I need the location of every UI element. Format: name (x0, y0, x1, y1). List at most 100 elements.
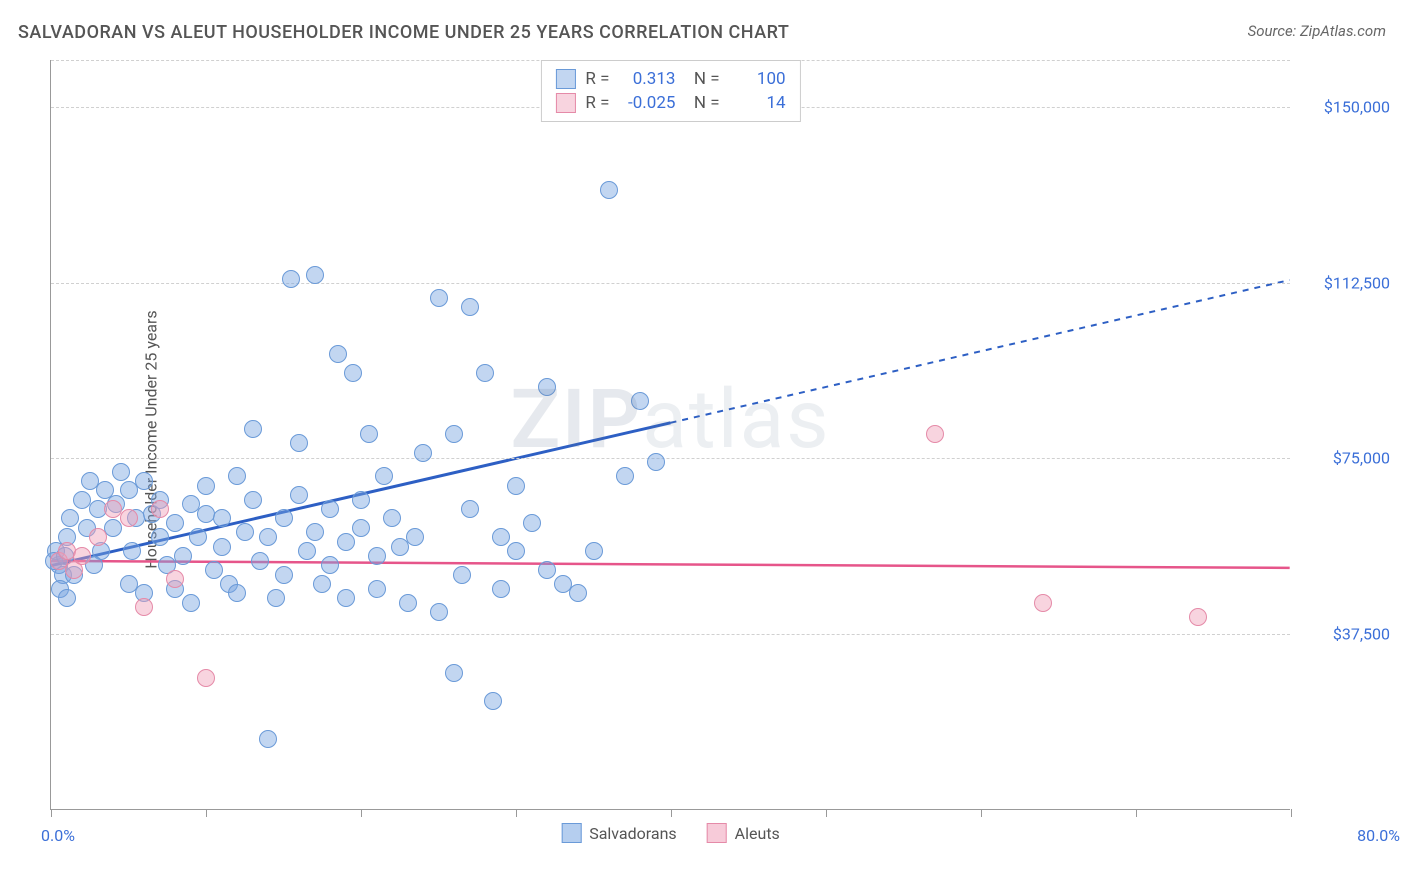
y-tick-label: $150,000 (1300, 97, 1390, 116)
trend-lines (51, 60, 1290, 809)
y-tick-label: $37,500 (1300, 625, 1390, 644)
data-point (290, 486, 308, 504)
data-point (329, 345, 347, 363)
data-point (174, 547, 192, 565)
data-point (383, 509, 401, 527)
data-point (306, 266, 324, 284)
data-point (197, 477, 215, 495)
source-label: Source: ZipAtlas.com (1248, 22, 1386, 40)
data-point (337, 533, 355, 551)
data-point (352, 491, 370, 509)
legend-r-label: R = (585, 69, 609, 89)
data-point (430, 289, 448, 307)
data-point (89, 528, 107, 546)
data-point (321, 500, 339, 518)
data-point (453, 566, 471, 584)
data-point (337, 589, 355, 607)
x-tick (981, 809, 982, 817)
data-point (368, 547, 386, 565)
x-tick (1136, 809, 1137, 817)
data-point (926, 425, 944, 443)
data-point (151, 528, 169, 546)
data-point (585, 542, 603, 560)
data-point (244, 420, 262, 438)
data-point (244, 491, 262, 509)
chart-title: SALVADORAN VS ALEUT HOUSEHOLDER INCOME U… (18, 22, 789, 43)
data-point (360, 425, 378, 443)
data-point (123, 542, 141, 560)
y-tick-label: $75,000 (1300, 449, 1390, 468)
x-tick (1291, 809, 1292, 817)
data-point (267, 589, 285, 607)
legend-stat-row: R =0.313 N =100 (555, 67, 785, 91)
gridline (51, 458, 1290, 459)
legend-series-item: Aleuts (707, 823, 780, 843)
chart-container: SALVADORAN VS ALEUT HOUSEHOLDER INCOME U… (0, 0, 1406, 892)
gridline (51, 283, 1290, 284)
watermark: ZIPatlas (510, 372, 830, 468)
data-point (647, 453, 665, 471)
data-point (538, 561, 556, 579)
data-point (58, 589, 76, 607)
data-point (616, 467, 634, 485)
legend-series-item: Salvadorans (561, 823, 676, 843)
data-point (461, 500, 479, 518)
data-point (135, 598, 153, 616)
legend-r-label: R = (585, 93, 609, 113)
data-point (135, 472, 153, 490)
trendline-solid (51, 561, 1289, 568)
legend-swatch (561, 823, 581, 843)
data-point (151, 500, 169, 518)
data-point (445, 425, 463, 443)
data-point (344, 364, 362, 382)
x-tick (361, 809, 362, 817)
data-point (1034, 594, 1052, 612)
data-point (61, 509, 79, 527)
data-point (213, 509, 231, 527)
data-point (228, 467, 246, 485)
data-point (484, 692, 502, 710)
data-point (631, 392, 649, 410)
data-point (298, 542, 316, 560)
data-point (166, 514, 184, 532)
data-point (430, 603, 448, 621)
data-point (569, 584, 587, 602)
data-point (182, 594, 200, 612)
data-point (236, 523, 254, 541)
data-point (368, 580, 386, 598)
legend-swatch (707, 823, 727, 843)
data-point (290, 434, 308, 452)
data-point (476, 364, 494, 382)
x-axis-min-label: 0.0% (41, 826, 75, 845)
x-tick (206, 809, 207, 817)
data-point (259, 730, 277, 748)
data-point (213, 538, 231, 556)
legend-series: Salvadorans Aleuts (561, 823, 780, 843)
data-point (600, 181, 618, 199)
trendline-dashed (671, 280, 1290, 423)
data-point (166, 570, 184, 588)
y-tick-label: $112,500 (1300, 273, 1390, 292)
data-point (275, 509, 293, 527)
x-tick (826, 809, 827, 817)
data-point (313, 575, 331, 593)
data-point (445, 664, 463, 682)
data-point (406, 528, 424, 546)
legend-n-value: 100 (730, 69, 786, 89)
legend-stat-row: R = -0.025 N = 14 (555, 91, 785, 115)
data-point (414, 444, 432, 462)
data-point (73, 547, 91, 565)
legend-n-label: N = (685, 93, 719, 113)
x-tick (51, 809, 52, 817)
data-point (1189, 608, 1207, 626)
legend-r-value: 0.313 (619, 69, 675, 89)
legend-r-value: -0.025 (619, 93, 675, 113)
data-point (306, 523, 324, 541)
data-point (523, 514, 541, 532)
data-point (507, 542, 525, 560)
legend-n-value: 14 (730, 93, 786, 113)
data-point (282, 270, 300, 288)
data-point (205, 561, 223, 579)
data-point (112, 463, 130, 481)
data-point (120, 509, 138, 527)
